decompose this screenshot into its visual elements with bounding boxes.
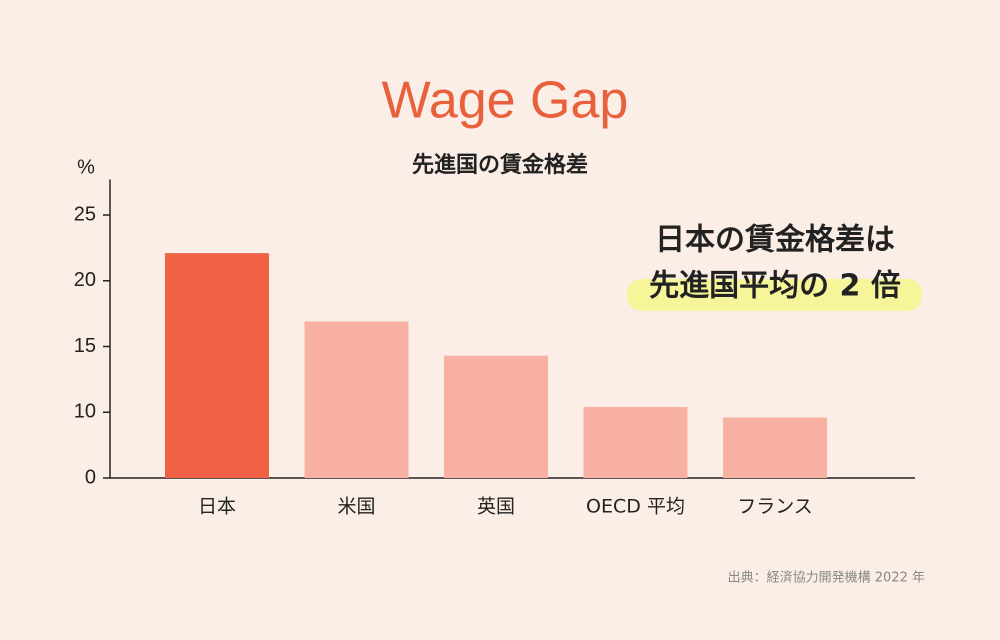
annotation: 先進国平均の 2 倍 [649, 269, 901, 304]
bar [583, 406, 688, 478]
bar [165, 253, 269, 478]
bar [304, 321, 409, 478]
highlight [627, 279, 922, 311]
x-tick-label: フランス [737, 496, 813, 518]
source: 出典：経済協力開発機構 2022 年 [728, 570, 925, 586]
x-tick-label: OECD 平均 [586, 496, 685, 518]
y-axis-label: % [77, 156, 95, 178]
annotation: 日本の賃金格差は [655, 223, 895, 258]
y-tick-label: 20 [74, 269, 96, 291]
x-tick-label: 日本 [198, 496, 236, 518]
bar [444, 355, 548, 478]
y-tick-label: 10 [74, 401, 96, 423]
x-tick-label: 米国 [337, 496, 375, 518]
bar [723, 417, 827, 478]
y-tick-label: 15 [74, 335, 96, 357]
y-tick-label: 0 [85, 466, 96, 488]
x-tick-label: 英国 [477, 496, 515, 518]
chart-subtitle: 先進国の賃金格差 [412, 152, 588, 178]
chart-title: Wage Gap [382, 72, 629, 130]
y-tick-label: 25 [74, 203, 96, 225]
